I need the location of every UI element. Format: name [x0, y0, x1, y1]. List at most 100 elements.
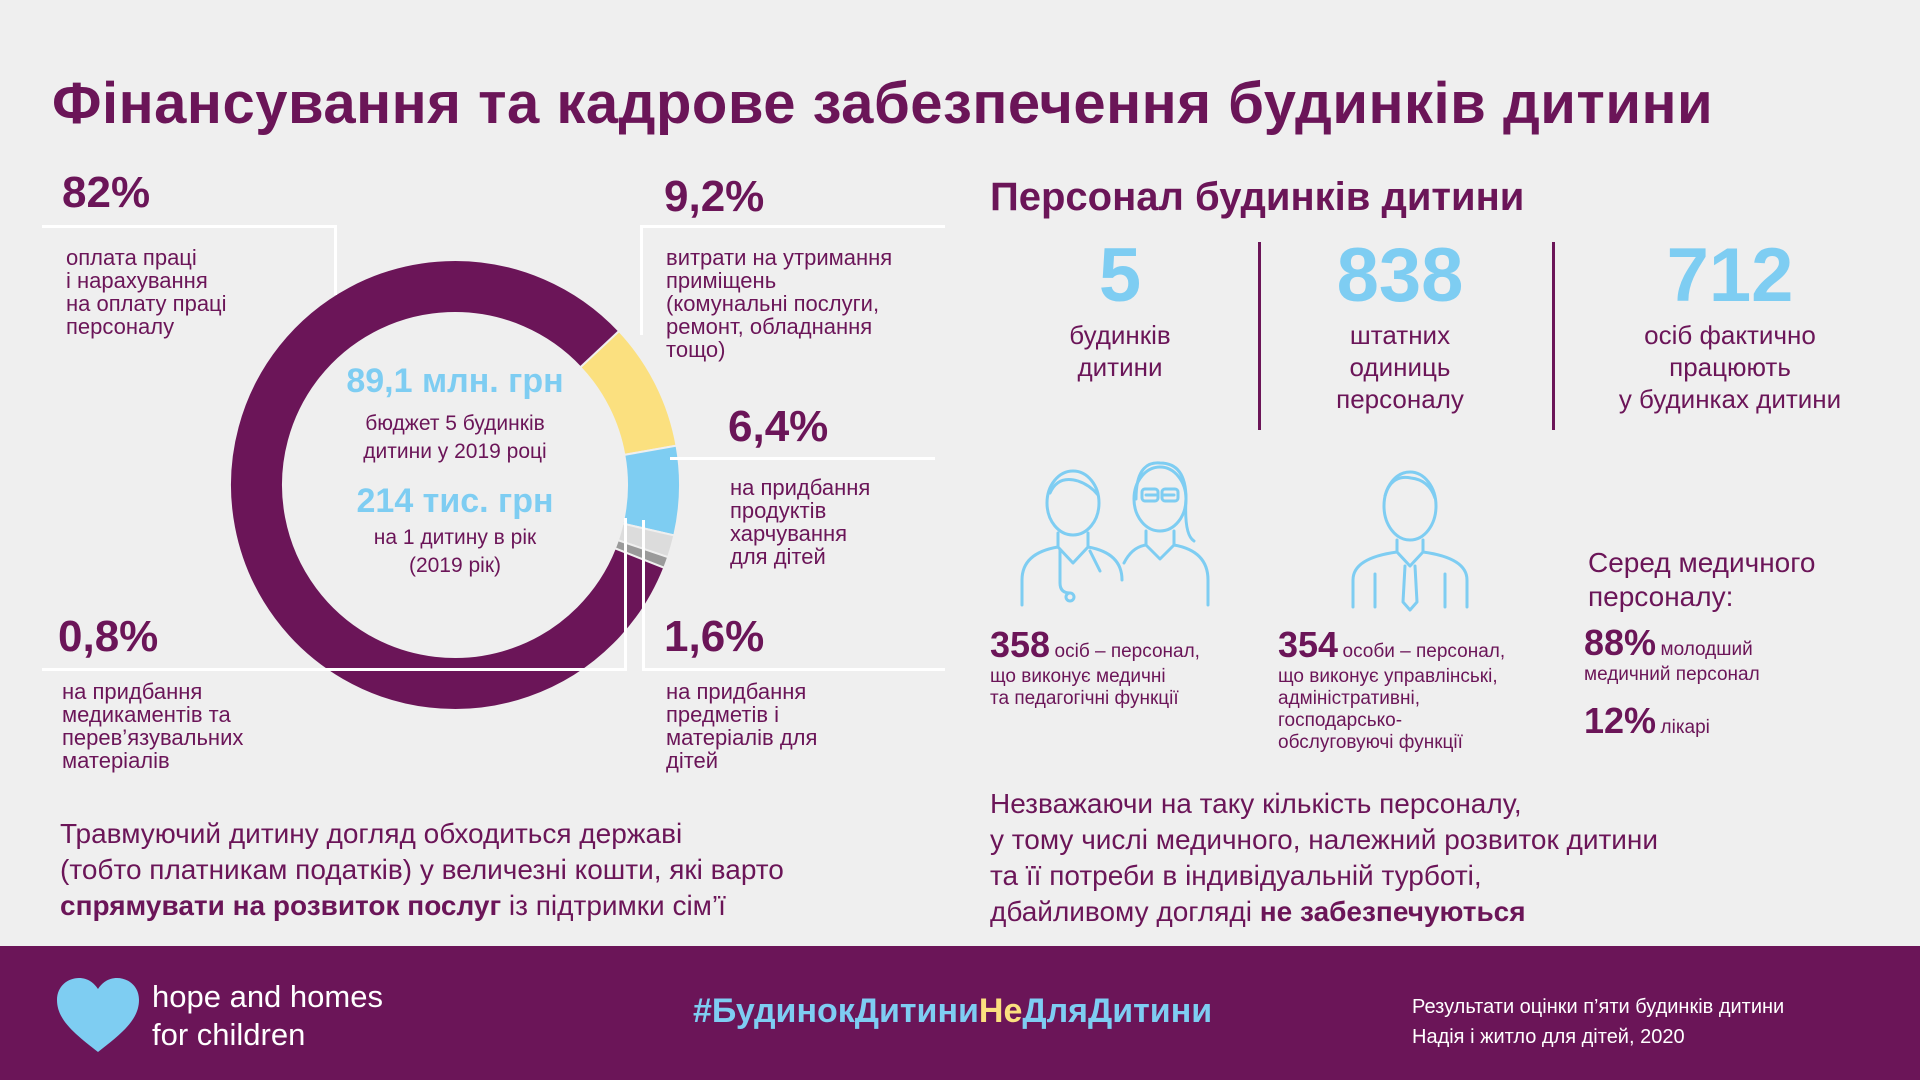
- label-line: харчування: [730, 521, 848, 546]
- leader-line: [640, 225, 945, 228]
- cost-message-line: (тобто платникам податків) у величезні к…: [60, 854, 784, 885]
- source-line: Результати оцінки п’яти будинків дитини: [1412, 996, 1785, 1018]
- staff-section-title: Персонал будинків дитини: [990, 175, 1525, 219]
- junior-medical-label: молодший: [1660, 639, 1753, 660]
- label-line: на оплату праці: [66, 291, 227, 316]
- admin-staff-value: 354: [1278, 624, 1339, 665]
- label-line: перев’язувальних: [62, 725, 244, 750]
- label-line: на придбання: [666, 679, 807, 704]
- admin-staff-block: 354 особи – персонал, що виконує управлі…: [1278, 624, 1578, 754]
- among-medical-title: Серед медичного персоналу:: [1588, 546, 1815, 614]
- slice-pct-medicines: 0,8%: [58, 612, 159, 661]
- stat-label-line: осіб фактично: [1644, 320, 1816, 350]
- medical-staff-text: осіб – персонал,: [1054, 641, 1200, 662]
- cost-message: Травмуючий дитину догляд обходиться держ…: [60, 816, 910, 924]
- admin-staff-text: що виконує управлінські,: [1278, 666, 1498, 687]
- brand-line: for children: [152, 1017, 306, 1052]
- campaign-hashtag: #БудинокДитиниНеДляДитини: [693, 992, 1212, 1031]
- label-line: (комунальні послуги,: [666, 291, 880, 316]
- leader-line: [642, 520, 645, 670]
- label-line: продуктів: [730, 498, 827, 523]
- stat-positions: 838 штатних одиниць персоналу: [1290, 232, 1510, 415]
- slice-pct-materials: 1,6%: [664, 612, 765, 661]
- brand-line: hope and homes: [152, 979, 383, 1014]
- leader-line: [42, 225, 337, 228]
- slice-label-premises: витрати на утримання приміщень (комуналь…: [666, 246, 892, 361]
- per-child-label: на 1 дитину в рік (2019 рік): [300, 524, 610, 580]
- care-message-line: Незважаючи на таку кількість персоналу,: [990, 788, 1522, 819]
- admin-staff-text: адміністративні,: [1278, 688, 1420, 709]
- label-line: медикаментів та: [62, 702, 231, 727]
- among-title-line: Серед медичного: [1588, 547, 1816, 578]
- per-child-label-line: (2019 рік): [408, 554, 502, 577]
- stat-label-line: персоналу: [1336, 384, 1464, 414]
- hashtag-part: Не: [978, 992, 1023, 1030]
- medical-staff-block: 358 осіб – персонал, що виконує медичні …: [990, 624, 1290, 710]
- footer-bar: hope and homes for children #БудинокДити…: [0, 946, 1920, 1080]
- leader-line: [334, 225, 337, 295]
- slice-pct-salary: 82%: [62, 168, 151, 217]
- stat-label-line: штатних: [1349, 320, 1451, 350]
- page-title: Фінансування та кадрове забезпечення буд…: [52, 71, 1714, 136]
- care-message-line: дбайливому догляді не забезпечуються: [990, 894, 1890, 930]
- budget-label: бюджет 5 будинків дитини у 2019 році: [300, 410, 610, 466]
- cost-message-bold: спрямувати на розвиток послуг: [60, 890, 502, 921]
- medical-staff-text: що виконує медичні: [990, 666, 1166, 687]
- stat-value: 712: [1666, 233, 1794, 318]
- admin-staff-text: господарсько-: [1278, 710, 1403, 731]
- label-line: і нарахування: [66, 268, 208, 293]
- stat-label-line: у будинках дитини: [1618, 384, 1842, 414]
- label-line: тощо): [666, 337, 726, 362]
- cost-message-rest: із підтримки сім’ї: [501, 890, 726, 921]
- slice-pct-premises: 9,2%: [664, 172, 765, 221]
- stat-homes: 5 будинків дитини: [1020, 232, 1220, 383]
- slice-label-materials: на придбання предметів і матеріалів для …: [666, 680, 817, 772]
- medical-staff-text: та педагогічні функції: [990, 688, 1179, 709]
- doctors-label: лікарі: [1660, 717, 1710, 738]
- source-note: Результати оцінки п’яти будинків дитини …: [1412, 992, 1784, 1052]
- budget-label-line: бюджет 5 будинків: [365, 412, 545, 435]
- stat-divider: [1552, 242, 1555, 430]
- doctors-block: 12% лікарі: [1584, 700, 1710, 742]
- label-line: матеріалів: [62, 748, 170, 773]
- stat-label-line: працюють: [1669, 352, 1791, 382]
- stat-actual-staff: 712 осіб фактично працюють у будинках ди…: [1580, 232, 1880, 415]
- label-line: витрати на утримання: [666, 245, 893, 270]
- budget-label-line: дитини у 2019 році: [363, 440, 547, 463]
- junior-medical-value: 88%: [1584, 622, 1657, 663]
- hashtag-part: ДляДитини: [1022, 992, 1213, 1030]
- admin-staff-text: особи – персонал,: [1342, 641, 1506, 662]
- label-line: для дітей: [730, 544, 826, 569]
- care-message-rest: дбайливому догляді: [990, 896, 1260, 927]
- among-title-line: персоналу:: [1588, 581, 1734, 612]
- label-line: матеріалів для: [666, 725, 818, 750]
- label-line: предметів і: [666, 702, 780, 727]
- label-line: ремонт, обладнання: [666, 314, 873, 339]
- junior-medical-block: 88% молодший медичний персонал: [1584, 622, 1760, 686]
- admin-staff-text: обслуговуючі функції: [1278, 732, 1463, 753]
- label-line: дітей: [666, 748, 719, 773]
- care-message: Незважаючи на таку кількість персоналу, …: [990, 786, 1890, 930]
- slice-pct-food: 6,4%: [728, 402, 829, 451]
- medical-staff-icon: [1020, 461, 1210, 607]
- stat-label-line: будинків: [1069, 320, 1171, 350]
- care-message-line: та її потреби в індивідуальній турботі,: [990, 860, 1482, 891]
- stat-value: 838: [1336, 233, 1464, 318]
- care-message-bold: не забезпечуються: [1259, 896, 1526, 927]
- leader-line: [624, 518, 627, 668]
- heart-logo-icon: [57, 978, 139, 1052]
- per-child-label-line: на 1 дитину в рік: [373, 526, 537, 549]
- stat-value: 5: [1098, 233, 1142, 318]
- label-line: на придбання: [730, 475, 871, 500]
- stat-divider: [1258, 242, 1261, 430]
- stat-label-line: дитини: [1077, 352, 1163, 382]
- label-line: персоналу: [66, 314, 175, 339]
- donut-slice-salary: [229, 259, 666, 711]
- label-line: приміщень: [666, 268, 777, 293]
- doctors-value: 12%: [1584, 700, 1657, 741]
- leader-line: [670, 457, 935, 460]
- leader-line: [42, 668, 627, 671]
- label-line: на придбання: [62, 679, 203, 704]
- source-line: Надія і житло для дітей, 2020: [1412, 1026, 1685, 1048]
- stat-label-line: одиниць: [1349, 352, 1451, 382]
